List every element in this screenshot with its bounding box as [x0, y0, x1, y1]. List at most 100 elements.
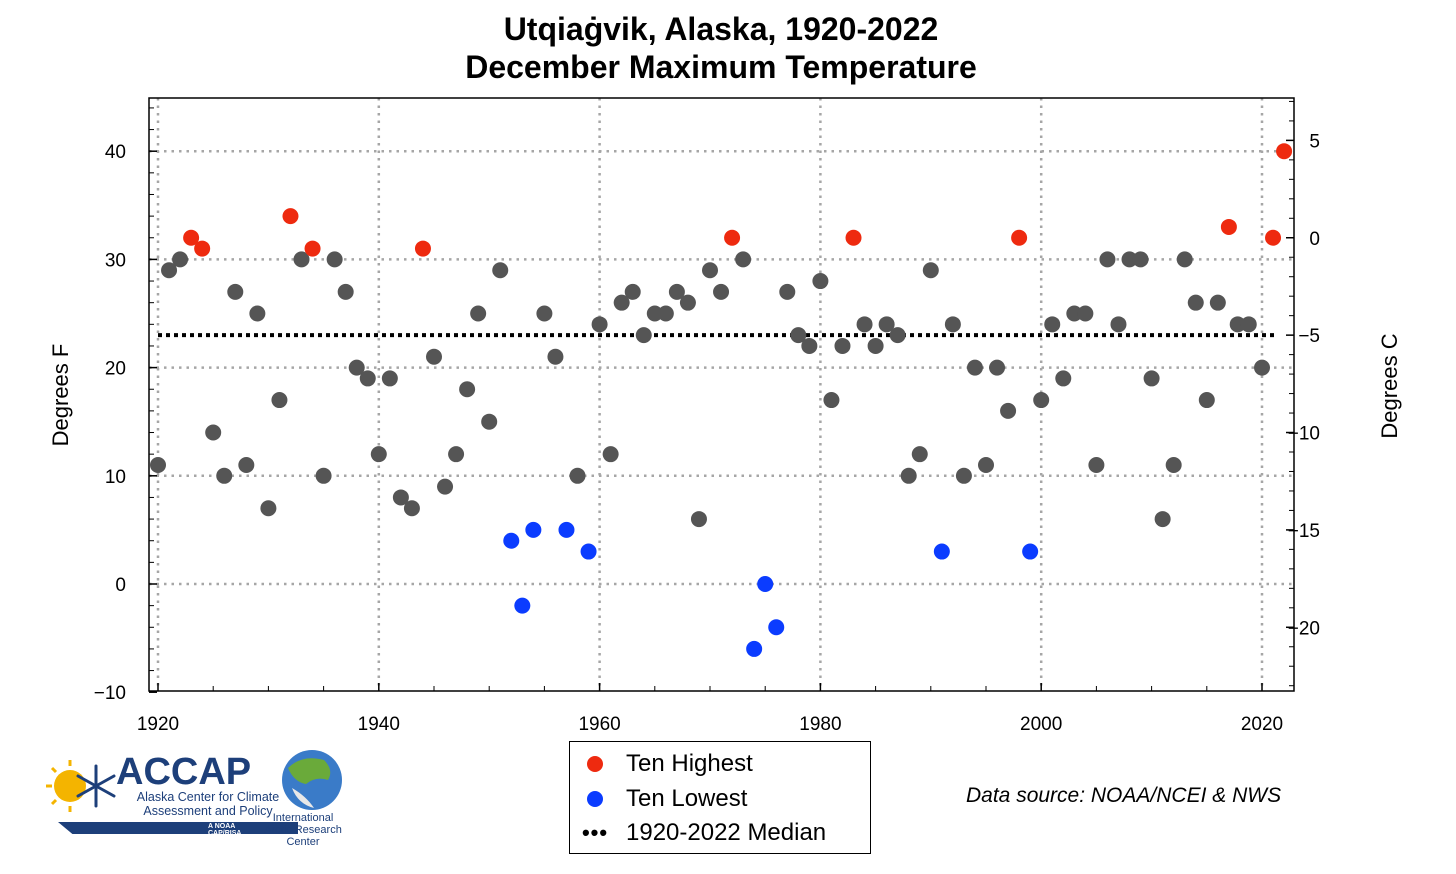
high-point — [1220, 218, 1237, 235]
data-point — [1240, 316, 1257, 333]
data-point — [481, 413, 498, 430]
y-tick-label: 10 — [105, 467, 126, 488]
y-tick-label: −10 — [94, 683, 126, 704]
iarc-logo: International Arctic Research Center — [258, 746, 348, 848]
data-point — [392, 489, 409, 506]
x-tick-label: 1980 — [799, 714, 841, 735]
data-point — [900, 467, 917, 484]
y2-tick-label: −5 — [1298, 326, 1320, 347]
data-point — [878, 316, 895, 333]
data-point — [1229, 316, 1246, 333]
data-point — [216, 467, 233, 484]
data-point — [492, 262, 509, 279]
data-point — [635, 327, 652, 344]
legend-item-highest: Ten Highest — [570, 747, 753, 781]
data-point — [657, 305, 674, 322]
data-point — [1198, 392, 1215, 409]
high-point — [414, 240, 431, 257]
iarc-name: International Arctic Research Center — [264, 812, 342, 848]
data-point — [713, 283, 730, 300]
low-point — [558, 521, 575, 538]
data-point — [690, 511, 707, 528]
data-point — [978, 456, 994, 473]
high-point — [282, 208, 299, 225]
data-point — [1099, 251, 1116, 268]
legend-label-lowest: Ten Lowest — [626, 785, 748, 812]
data-point — [359, 370, 376, 387]
data-point — [1033, 392, 1050, 409]
x-tick-label: 1940 — [358, 714, 400, 735]
data-point — [911, 446, 928, 463]
data-point — [172, 251, 189, 268]
data-point — [613, 294, 630, 311]
data-point — [1132, 251, 1149, 268]
x-tick-label: 2000 — [1020, 714, 1062, 735]
data-points — [150, 143, 1293, 657]
data-point — [1000, 402, 1017, 419]
data-point — [1077, 305, 1094, 322]
low-point — [757, 576, 774, 592]
high-point — [724, 229, 741, 246]
data-point — [856, 316, 873, 333]
chart-title-line-2: December Maximum Temperature — [465, 49, 977, 85]
y-tick-label: 20 — [105, 359, 126, 380]
low-point — [580, 543, 597, 560]
chart-title-line-1: Utqiaġvik, Alaska, 1920-2022 — [503, 11, 939, 47]
y-tick-label: 40 — [105, 142, 126, 163]
data-point — [790, 327, 807, 344]
globe-icon — [282, 750, 342, 810]
data-point — [381, 370, 398, 387]
high-point — [1276, 143, 1293, 160]
red-dot-icon — [587, 756, 603, 772]
accap-band — [58, 822, 298, 834]
data-point — [293, 251, 310, 268]
data-point — [271, 392, 288, 409]
high-point — [183, 229, 200, 246]
data-point — [1154, 511, 1171, 528]
data-point — [867, 337, 884, 354]
data-point — [702, 262, 718, 279]
low-point — [746, 640, 763, 657]
accap-tagline: A NOAA CAP/RISA Team — [208, 823, 242, 844]
data-point — [922, 262, 939, 279]
data-point — [779, 283, 796, 300]
legend-label-highest: Ten Highest — [626, 750, 753, 777]
data-point — [1187, 294, 1204, 311]
data-point — [260, 500, 277, 517]
data-point — [470, 305, 487, 322]
data-point — [161, 262, 178, 279]
axis-ticks — [149, 100, 1294, 693]
data-point — [591, 316, 608, 333]
data-point — [1143, 370, 1160, 387]
x-tick-label: 2020 — [1241, 714, 1283, 735]
y2-tick-label: −15 — [1288, 521, 1320, 542]
data-point — [889, 327, 906, 344]
y2-tick-label: −10 — [1288, 424, 1320, 445]
sun-snowflake-icon — [46, 760, 116, 812]
blue-dot-icon — [587, 791, 603, 807]
accap-wordmark: ACCAP — [116, 751, 252, 793]
data-point — [370, 446, 387, 463]
data-point — [448, 446, 465, 463]
low-point — [768, 619, 785, 636]
data-point — [249, 305, 266, 322]
data-point — [315, 467, 332, 484]
low-point — [1022, 543, 1039, 560]
high-point — [1011, 229, 1028, 246]
data-source-note: Data source: NOAA/NCEI & NWS — [966, 784, 1282, 807]
data-point — [348, 359, 365, 376]
data-point — [1066, 305, 1083, 322]
y2-tick-label: −20 — [1288, 618, 1320, 639]
data-point — [205, 424, 222, 441]
accap-logo: ACCAP Alaska Center for Climate Assessme… — [40, 751, 298, 844]
low-point — [933, 543, 950, 560]
data-point — [955, 467, 972, 484]
y-tick-label: 0 — [115, 575, 126, 596]
data-point — [1209, 294, 1226, 311]
data-point — [1055, 370, 1072, 387]
data-point — [536, 305, 553, 322]
data-point — [989, 359, 1006, 376]
data-point — [337, 283, 354, 300]
data-point — [801, 337, 818, 354]
